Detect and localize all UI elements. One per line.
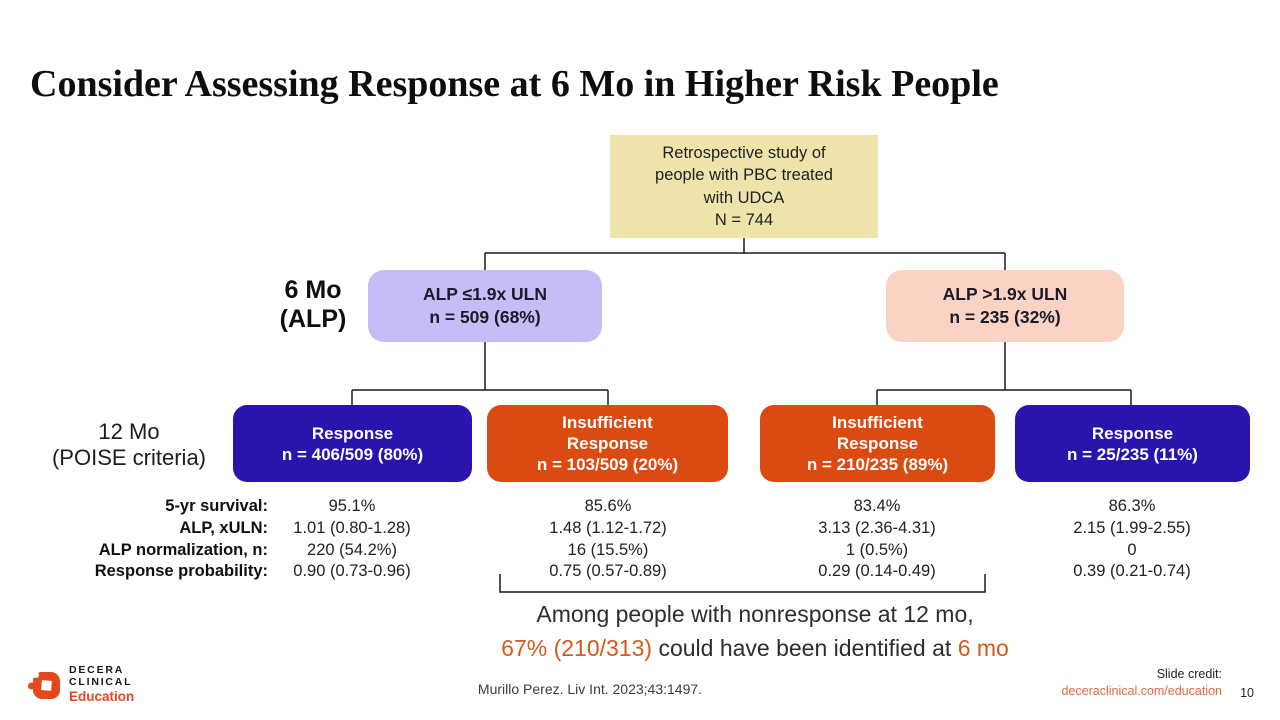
logo-name-line-2: CLINICAL bbox=[69, 676, 133, 688]
node-title: Response bbox=[311, 423, 394, 443]
stat-column-insufficient-103: 85.6% 1.48 (1.12-1.72) 16 (15.5%) 0.75 (0.5… bbox=[549, 497, 667, 581]
node-alp-le-1-9x: ALP ≤1.9x ULN n = 509 (68%) bbox=[368, 270, 602, 342]
node-n-value: n = 509 (68%) bbox=[429, 307, 541, 327]
page-number: 10 bbox=[1240, 686, 1254, 700]
logo-tagline: Education bbox=[69, 689, 135, 704]
node-response-25: Response n = 25/235 (11%) bbox=[1015, 405, 1250, 482]
node-title: ALP >1.9x ULN bbox=[942, 284, 1068, 304]
stat-column-response-406: 95.1% 1.01 (0.80-1.28) 220 (54.2%) 0.90 (0.… bbox=[293, 497, 411, 581]
node-n-value: n = 25/235 (11%) bbox=[1067, 444, 1198, 464]
node-insufficient-103: Insufficient Response n = 103/509 (20%) bbox=[487, 405, 728, 482]
conclusion-highlight-ratio: 67% (210/313) bbox=[501, 635, 653, 661]
slide-credit-link[interactable]: deceraclinical.com/education bbox=[1061, 684, 1222, 698]
logo-name-line-1: DECERA bbox=[69, 664, 125, 676]
node-title: Insufficient Response bbox=[562, 413, 653, 453]
node-n-value: n = 210/235 (89%) bbox=[806, 455, 949, 474]
slide-credit: Slide credit: deceraclinical.com/educati… bbox=[1061, 666, 1222, 700]
stat-column-response-25: 86.3% 2.15 (1.99-2.55) 0 0.39 (0.21-0.74) bbox=[1073, 497, 1191, 581]
conclusion-middle-text: could have been identified at bbox=[652, 635, 958, 661]
slide-credit-label: Slide credit: bbox=[1156, 667, 1222, 681]
stage-label-6mo: 6 Mo (ALP) bbox=[279, 276, 347, 333]
node-alp-gt-1-9x: ALP >1.9x ULN n = 235 (32%) bbox=[886, 270, 1124, 342]
stage-label-12mo: 12 Mo (POISE criteria) bbox=[51, 419, 207, 470]
conclusion-line-1: Among people with nonresponse at 12 mo, bbox=[536, 601, 974, 627]
root-study-node: Retrospective study of people with PBC tr… bbox=[610, 135, 878, 238]
conclusion-text: Among people with nonresponse at 12 mo, … bbox=[415, 597, 1095, 665]
conclusion-highlight-6mo: 6 mo bbox=[957, 635, 1009, 661]
node-title: Response bbox=[1091, 423, 1174, 443]
decera-logo-icon bbox=[28, 671, 60, 699]
node-title: ALP ≤1.9x ULN bbox=[422, 284, 548, 304]
citation: Murillo Perez. Liv Int. 2023;43:1497. bbox=[477, 681, 703, 697]
node-n-value: n = 235 (32%) bbox=[949, 307, 1061, 327]
node-insufficient-210: Insufficient Response n = 210/235 (89%) bbox=[760, 405, 995, 482]
logo-text: DECERA CLINICAL Education bbox=[69, 664, 134, 705]
stat-row-labels: 5-yr survival: ALP, xULN: ALP normalizatio… bbox=[94, 497, 268, 581]
node-n-value: n = 406/509 (80%) bbox=[281, 444, 424, 464]
decera-logo: DECERA CLINICAL Education bbox=[28, 664, 134, 705]
node-response-406: Response n = 406/509 (80%) bbox=[233, 405, 472, 482]
node-title: Insufficient Response bbox=[832, 413, 923, 453]
conclusion-line-2: 67% (210/313) could have been identified… bbox=[415, 631, 1095, 665]
stat-column-insufficient-210: 83.4% 3.13 (2.36-4.31) 1 (0.5%) 0.29 (0.14-… bbox=[818, 497, 936, 581]
page-title: Consider Assessing Response at 6 Mo in H… bbox=[30, 63, 999, 105]
node-n-value: n = 103/509 (20%) bbox=[536, 455, 679, 474]
